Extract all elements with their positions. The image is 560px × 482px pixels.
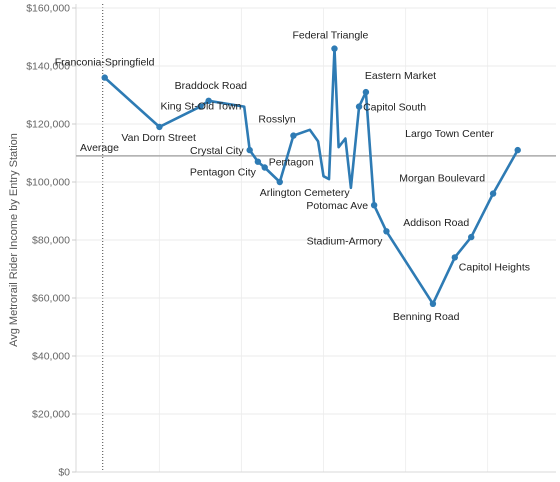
point-label: Pentagon	[269, 157, 314, 169]
point-label: King St-Old Town	[160, 101, 241, 113]
data-points	[101, 45, 521, 307]
data-point	[331, 45, 338, 52]
y-tick-label: $60,000	[32, 293, 70, 305]
data-point	[514, 146, 521, 154]
point-label: Braddock Road	[175, 80, 248, 92]
point-label: Arlington Cemetery	[260, 187, 351, 199]
y-tick-label: $0	[58, 467, 70, 479]
data-point	[197, 103, 204, 110]
data-point	[355, 103, 363, 110]
data-point	[383, 228, 390, 235]
data-point	[290, 132, 297, 139]
y-tick-label: $40,000	[32, 351, 70, 363]
y-tick-label: $20,000	[32, 409, 70, 421]
point-label: Benning Road	[393, 311, 460, 323]
data-point	[261, 164, 268, 171]
y-axis: $0 $20,000 $40,000 $60,000 $80,000 $100,000 $1…	[26, 3, 556, 479]
point-label: Franconia-Springfield	[55, 57, 155, 69]
average-reference-label: Average	[80, 142, 119, 154]
point-label: Largo Town Center	[405, 128, 494, 140]
point-label: Rosslyn	[258, 114, 296, 126]
y-tick-label: $160,000	[26, 3, 70, 15]
y-axis-title: Avg Metrorail Rider Income by Entry Stat…	[8, 133, 20, 347]
data-point	[276, 178, 283, 186]
point-label: Morgan Boulevard	[399, 173, 485, 185]
point-label: Potomac Ave	[306, 200, 368, 212]
point-labels: Franconia-Springfield Van Dorn Street King…	[55, 30, 530, 323]
data-point	[254, 158, 262, 165]
point-label: Eastern Market	[365, 70, 436, 82]
data-point	[101, 74, 108, 81]
y-tick-label: $120,000	[26, 119, 70, 131]
data-point	[362, 88, 370, 96]
y-tick-label: $80,000	[32, 235, 70, 247]
point-label: Capitol South	[363, 102, 426, 114]
y-tick-label: $140,000	[26, 61, 70, 73]
point-label: Capitol Heights	[459, 261, 530, 273]
point-label: Stadium-Armory	[307, 235, 384, 247]
point-label: Addison Road	[403, 217, 469, 229]
series-line	[103, 47, 519, 306]
point-label: Crystal City	[190, 145, 244, 157]
point-label: Pentagon City	[190, 167, 257, 179]
y-tick-label: $100,000	[26, 177, 70, 189]
data-point	[489, 190, 497, 197]
data-point	[429, 300, 437, 307]
data-point	[468, 233, 475, 241]
data-point	[246, 146, 253, 154]
data-point	[156, 123, 163, 131]
data-point	[451, 254, 459, 261]
point-label: Federal Triangle	[292, 30, 368, 42]
data-point	[205, 97, 212, 105]
data-point	[370, 202, 378, 209]
point-label: Van Dorn Street	[121, 132, 196, 144]
